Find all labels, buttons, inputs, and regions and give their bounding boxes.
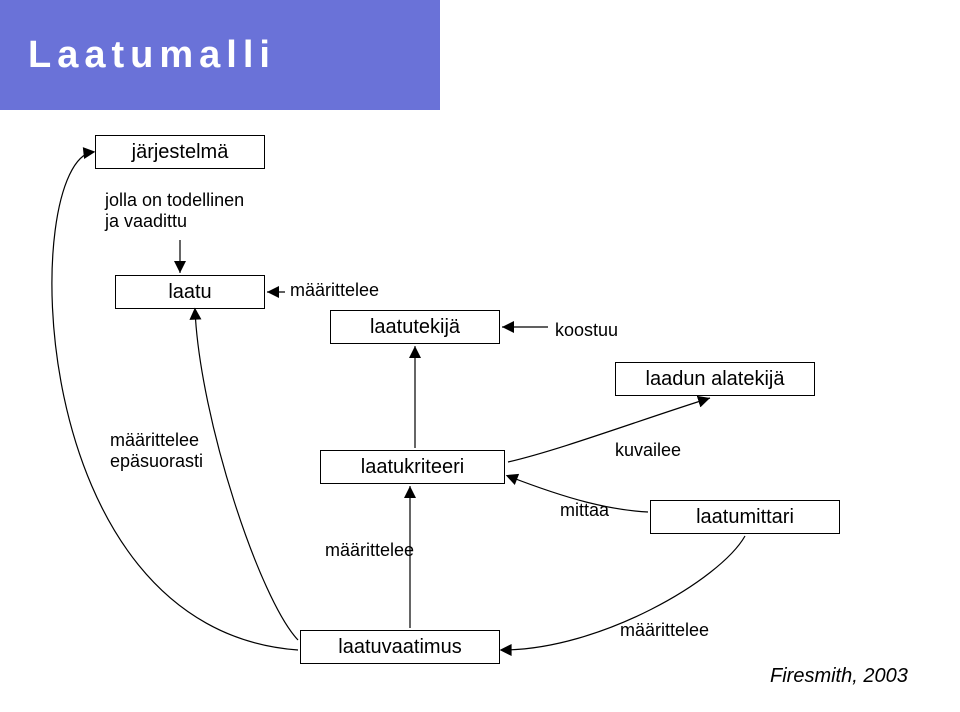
label-maarittelee-1: määrittelee <box>290 280 379 301</box>
label-jolla: jolla on todellinen ja vaadittu <box>105 190 244 232</box>
node-alatekija: laadun alatekijä <box>615 362 815 396</box>
label-mittaa: mittaa <box>560 500 609 521</box>
citation: Firesmith, 2003 <box>770 665 908 688</box>
node-laatuvaatimus: laatuvaatimus <box>300 630 500 664</box>
node-laatutekija: laatutekijä <box>330 310 500 344</box>
node-laatumittari: laatumittari <box>650 500 840 534</box>
label-kuvailee: kuvailee <box>615 440 681 461</box>
label-maarittelee-2: määrittelee <box>325 540 414 561</box>
label-maarittelee-3: määrittelee <box>620 620 709 641</box>
node-jarjestelma: järjestelmä <box>95 135 265 169</box>
label-maarittelee-epasuorasti: määrittelee epäsuorasti <box>110 430 203 472</box>
node-laatukriteeri: laatukriteeri <box>320 450 505 484</box>
title-banner: Laatumalli <box>0 0 440 110</box>
label-koostuu: koostuu <box>555 320 618 341</box>
title-text: Laatumalli <box>28 34 276 77</box>
node-laatu: laatu <box>115 275 265 309</box>
